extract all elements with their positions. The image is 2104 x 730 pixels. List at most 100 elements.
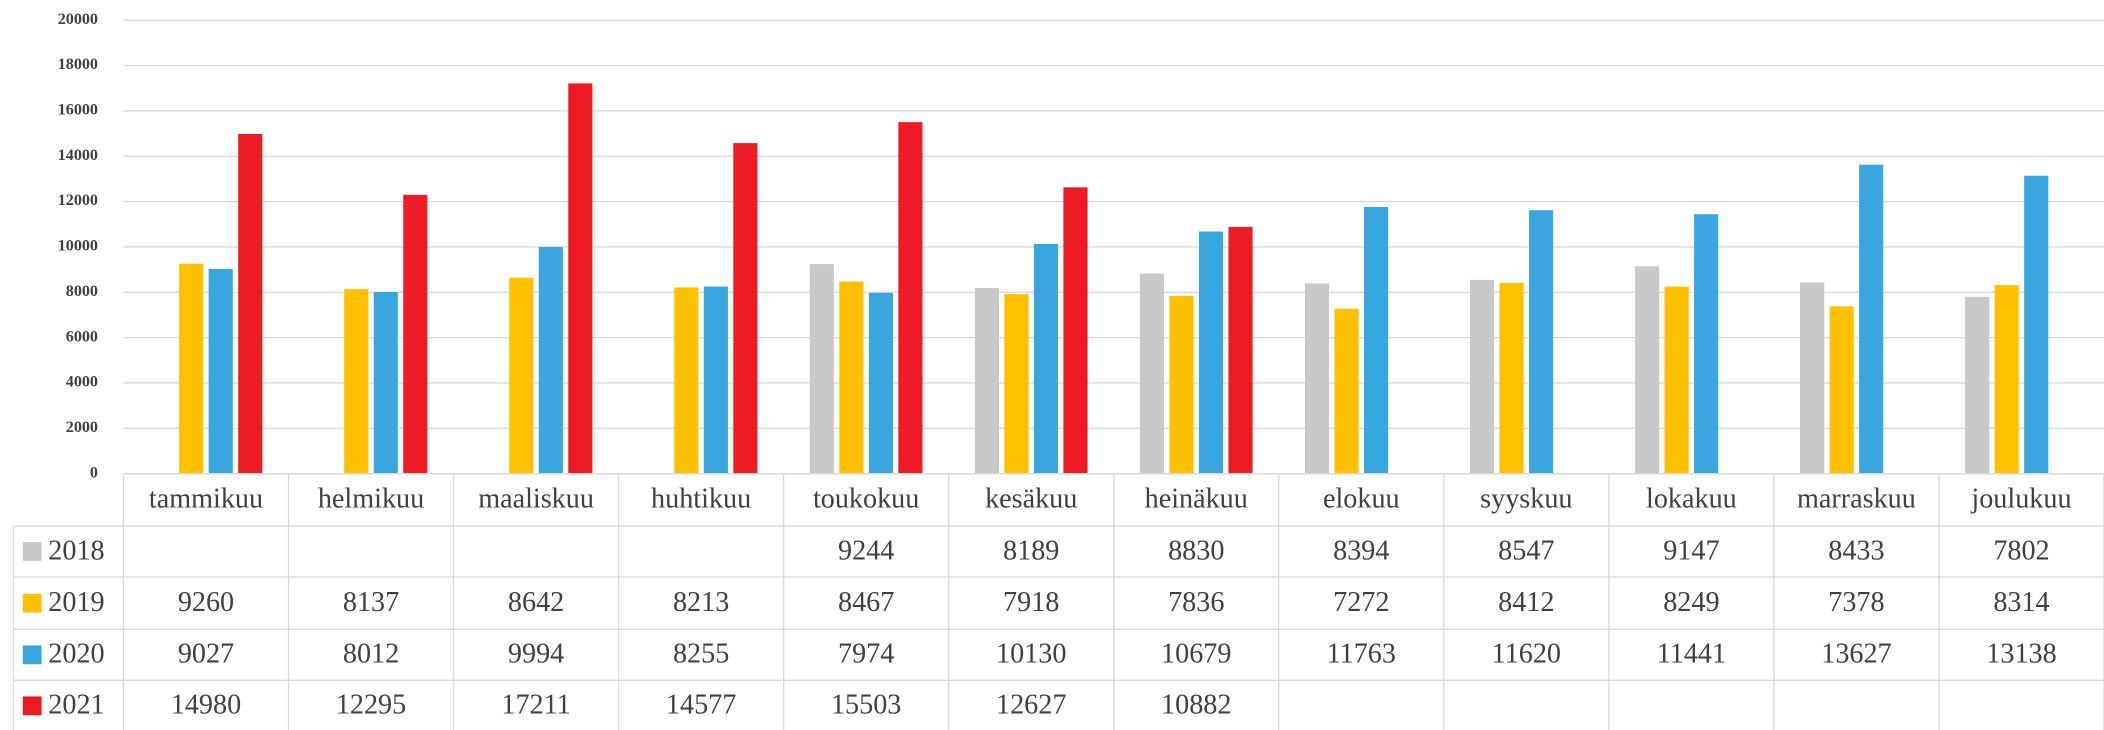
table-value: 11763 [1327, 639, 1396, 670]
x-tick-label: kesäkuu [985, 484, 1077, 515]
legend-label: 2018 [48, 535, 104, 566]
bar [1228, 226, 1253, 474]
legend-swatch [22, 645, 42, 665]
bar [403, 194, 428, 474]
x-tick-label: syyskuu [1480, 484, 1572, 515]
y-tick-label: 6000 [66, 328, 98, 345]
table-value: 7378 [1828, 587, 1884, 618]
table-value: 12627 [996, 690, 1066, 721]
legend-label: 2020 [48, 639, 104, 670]
y-tick-label: 14000 [58, 147, 98, 164]
bar [1829, 306, 1854, 474]
y-tick-label: 18000 [58, 56, 98, 73]
bar [1004, 294, 1029, 474]
bar [1965, 296, 1990, 474]
bar [1635, 266, 1660, 474]
y-tick-label: 2000 [66, 419, 98, 436]
bar [179, 263, 204, 474]
legend-label: 2021 [48, 690, 104, 721]
bar [1334, 308, 1359, 474]
bar [538, 247, 563, 474]
table-value: 8314 [1993, 587, 2049, 618]
table-value: 8642 [508, 587, 564, 618]
table-value: 9260 [178, 587, 234, 618]
table-value: 8012 [343, 639, 399, 670]
y-tick-label: 8000 [66, 283, 98, 300]
table-value: 8830 [1168, 535, 1224, 566]
table-value: 11620 [1492, 639, 1561, 670]
table-value: 9994 [508, 639, 564, 670]
table-value: 14577 [666, 690, 736, 721]
table-value: 9147 [1663, 535, 1719, 566]
bar [868, 292, 893, 474]
table-value: 7918 [1003, 587, 1059, 618]
bar [898, 122, 923, 474]
bar [509, 277, 534, 474]
bar [1694, 214, 1719, 474]
bar [568, 83, 593, 474]
table-value: 8249 [1663, 587, 1719, 618]
bar [208, 268, 233, 474]
table-value: 8213 [673, 587, 729, 618]
table-value: 8467 [838, 587, 894, 618]
bar [1033, 243, 1059, 474]
bar [809, 264, 834, 474]
bar [1529, 210, 1554, 474]
y-tick-label: 4000 [66, 374, 98, 391]
bar [238, 133, 263, 474]
x-tick-label: marraskuu [1797, 484, 1916, 515]
legend-swatch [22, 593, 42, 613]
x-tick-label: joulukuu [1970, 484, 2071, 515]
table-value: 17211 [501, 690, 570, 721]
table-value: 13627 [1821, 639, 1891, 670]
table-value: 10130 [996, 639, 1066, 670]
table-value: 9027 [178, 639, 234, 670]
table-value: 8433 [1828, 535, 1884, 566]
x-tick-label: elokuu [1323, 484, 1400, 515]
table-value: 8255 [673, 639, 729, 670]
bar [1198, 231, 1224, 474]
x-tick-label: tammikuu [149, 484, 263, 515]
table-value: 15503 [831, 690, 901, 721]
table-value: 7272 [1333, 587, 1389, 618]
bar [1994, 285, 2019, 474]
table-value: 8137 [343, 587, 399, 618]
bar [1169, 295, 1194, 474]
y-tick-label: 16000 [58, 102, 98, 119]
x-tick-label: huhtikuu [651, 484, 751, 515]
bar [1063, 187, 1088, 474]
table-value: 11441 [1657, 639, 1726, 670]
table-value: 10882 [1161, 690, 1231, 721]
table-value: 8412 [1498, 587, 1554, 618]
table-value: 8189 [1003, 535, 1059, 566]
bar [974, 287, 999, 474]
bar [344, 289, 369, 474]
bar [1664, 286, 1689, 474]
y-tick-label: 12000 [58, 192, 98, 209]
legend-swatch [22, 542, 42, 561]
x-tick-label: maaliskuu [478, 484, 594, 515]
x-tick-label: lokakuu [1646, 484, 1737, 515]
bar [373, 292, 398, 474]
legend-swatch [22, 696, 42, 716]
x-tick-label: helmikuu [318, 484, 424, 515]
bar [1304, 283, 1330, 474]
bar [733, 143, 758, 474]
bar [1859, 164, 1884, 474]
table-value: 7974 [838, 639, 894, 670]
legend-label: 2019 [48, 587, 104, 618]
x-tick-label: heinäkuu [1145, 484, 1248, 515]
table-value: 12295 [336, 690, 406, 721]
table-value: 8547 [1498, 535, 1554, 566]
y-tick-label: 0 [90, 464, 98, 481]
bar [1800, 282, 1825, 474]
table-value: 9244 [838, 535, 894, 566]
bar [703, 286, 728, 474]
bar [1363, 206, 1389, 474]
bar [839, 281, 864, 474]
bar [2024, 175, 2049, 474]
table-value: 14980 [171, 690, 241, 721]
y-tick-label: 10000 [58, 238, 98, 255]
bar [674, 287, 699, 474]
